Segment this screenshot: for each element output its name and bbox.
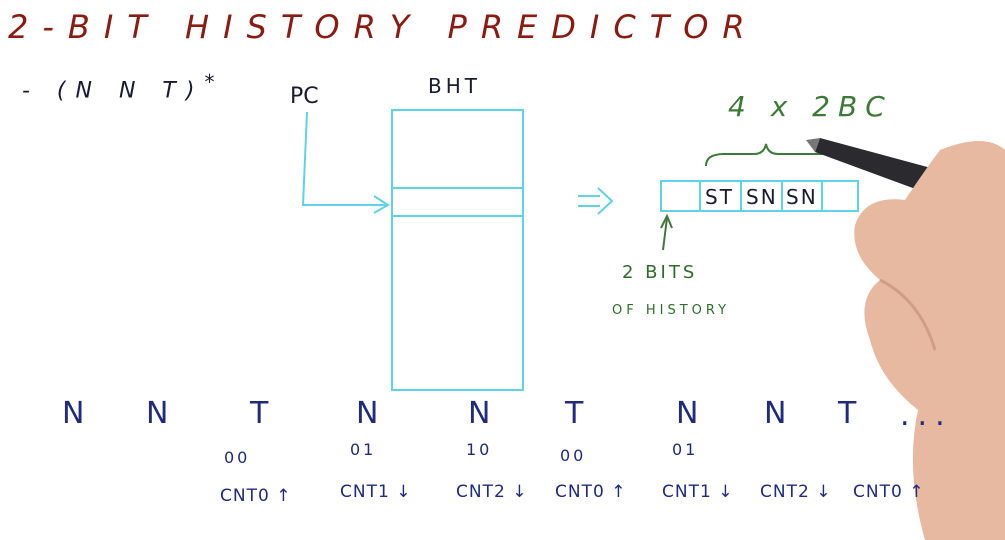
entry-counter-1: ST — [705, 185, 734, 209]
history-4: 00 — [560, 446, 587, 465]
history-label-line1: 2 BITS — [622, 262, 698, 283]
outcome-1: N — [62, 396, 85, 431]
pen-tip — [806, 138, 820, 152]
counter-step-5: CNT1 ↓ — [662, 482, 734, 502]
counter-step-4: CNT0 ↑ — [555, 482, 627, 502]
history-2: 01 — [350, 440, 377, 459]
repeat-star: * — [204, 70, 215, 94]
pc-arrow-head — [373, 195, 390, 214]
outcome-3: T — [250, 396, 269, 431]
outcome-2: N — [146, 396, 169, 431]
hand-shape — [854, 141, 1005, 540]
pc-index-arrow — [301, 111, 386, 206]
outcome-9: T — [838, 396, 857, 431]
counter-step-1: CNT0 ↑ — [220, 486, 292, 506]
history-3: 10 — [466, 440, 493, 459]
branch-pattern-text: - (N N T) — [22, 78, 205, 104]
hand-with-pen — [806, 138, 1005, 540]
outcome-8: N — [764, 396, 787, 431]
counter-multiplier-label: 4 x 2BC — [728, 90, 893, 123]
counter-step-3: CNT2 ↓ — [456, 482, 528, 502]
history-pointer-arrow — [662, 217, 668, 251]
outcome-6: T — [565, 396, 584, 431]
bht-table — [391, 109, 524, 391]
history-1: 00 — [224, 448, 251, 467]
entry-counter-3: SN — [786, 185, 818, 209]
history-pointer-head — [660, 213, 673, 229]
implies-arrow — [578, 187, 614, 215]
sequence-ellipsis: ... — [900, 398, 953, 433]
counter-step-7: CNT0 ↑ — [853, 482, 925, 502]
outcome-5: N — [468, 396, 491, 431]
pc-label: PC — [290, 84, 319, 109]
bht-label: BHT — [428, 74, 481, 98]
branch-pattern: - (N N T)* — [22, 70, 214, 103]
bht-entry — [660, 180, 859, 212]
finger-crease — [879, 278, 937, 351]
history-5: 01 — [672, 440, 699, 459]
bht-selected-row — [391, 187, 524, 217]
diagram-title: 2-BIT HISTORY PREDICTOR — [8, 8, 759, 46]
counter-step-2: CNT1 ↓ — [340, 482, 412, 502]
outcome-7: N — [676, 396, 699, 431]
counter-step-6: CNT2 ↓ — [760, 482, 832, 502]
history-label-line2: OF HISTORY — [612, 303, 731, 318]
outcome-4: N — [356, 396, 379, 431]
entry-counter-2: SN — [746, 185, 778, 209]
